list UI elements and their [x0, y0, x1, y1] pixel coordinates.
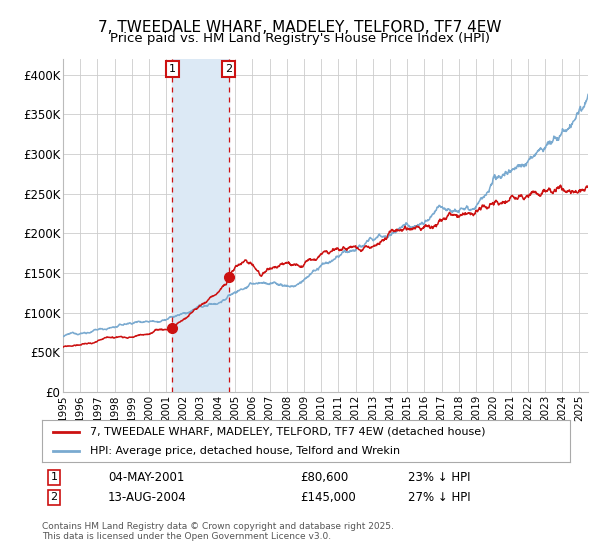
Text: 27% ↓ HPI: 27% ↓ HPI	[408, 491, 470, 504]
Text: Price paid vs. HM Land Registry's House Price Index (HPI): Price paid vs. HM Land Registry's House …	[110, 32, 490, 45]
Text: 1: 1	[50, 472, 58, 482]
Text: HPI: Average price, detached house, Telford and Wrekin: HPI: Average price, detached house, Telf…	[89, 446, 400, 456]
Text: 04-MAY-2001: 04-MAY-2001	[108, 470, 184, 484]
Text: £80,600: £80,600	[300, 470, 348, 484]
Text: 7, TWEEDALE WHARF, MADELEY, TELFORD, TF7 4EW (detached house): 7, TWEEDALE WHARF, MADELEY, TELFORD, TF7…	[89, 427, 485, 437]
Text: 1: 1	[169, 64, 176, 74]
Text: Contains HM Land Registry data © Crown copyright and database right 2025.
This d: Contains HM Land Registry data © Crown c…	[42, 522, 394, 542]
Text: 2: 2	[225, 64, 232, 74]
Text: 13-AUG-2004: 13-AUG-2004	[108, 491, 187, 504]
Bar	[172, 59, 229, 392]
Text: 2: 2	[50, 492, 58, 502]
Text: 7, TWEEDALE WHARF, MADELEY, TELFORD, TF7 4EW: 7, TWEEDALE WHARF, MADELEY, TELFORD, TF7…	[98, 20, 502, 35]
Text: 23% ↓ HPI: 23% ↓ HPI	[408, 470, 470, 484]
Text: £145,000: £145,000	[300, 491, 356, 504]
